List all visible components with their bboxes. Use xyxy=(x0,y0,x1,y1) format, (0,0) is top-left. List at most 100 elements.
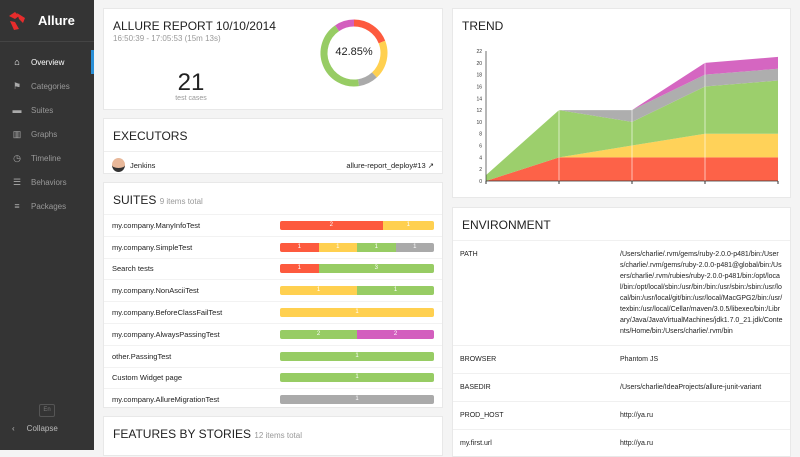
y-tick-label: 16 xyxy=(476,84,482,90)
suite-status-bar: 1 xyxy=(280,308,434,318)
flag-icon: ⚑ xyxy=(12,80,22,91)
environment-row: BASEDIR/Users/charlie/IdeaProjects/allur… xyxy=(453,373,790,401)
sidebar-item-label: Suites xyxy=(31,105,54,115)
sidebar-item-label: Graphs xyxy=(31,129,58,139)
suite-name: my.company.NonAsciiTest xyxy=(112,286,199,296)
environment-title: ENVIRONMENT xyxy=(462,218,551,232)
home-icon: ⌂ xyxy=(14,57,20,67)
status-segment-broken: 1 xyxy=(280,308,434,318)
suite-row[interactable]: my.company.AlwaysPassingTest 2 2 xyxy=(104,322,442,345)
env-value: /Users/charlie/IdeaProjects/allure-junit… xyxy=(620,384,762,391)
sidebar-item-graphs[interactable]: ▥ Graphs xyxy=(0,122,94,146)
donut-slice-passed[interactable] xyxy=(320,25,359,87)
sidebar-item-overview[interactable]: ⌂ Overview xyxy=(0,50,94,74)
donut-slice-failed[interactable] xyxy=(353,19,386,44)
env-key: PROD_HOST xyxy=(460,412,504,419)
y-tick-label: 6 xyxy=(479,144,482,150)
environment-row: PROD_HOST http://ya.ru xyxy=(453,401,790,429)
sidebar-item-behaviors[interactable]: ☰ Behaviors xyxy=(0,170,94,194)
suite-name: Custom Widget page xyxy=(112,373,183,383)
external-link-icon: ↗ xyxy=(427,160,434,170)
env-key: BASEDIR xyxy=(460,384,491,391)
brand[interactable]: Allure xyxy=(0,0,94,42)
suites-card: SUITES 9 items total my.company.ManyInfo… xyxy=(103,182,443,408)
suite-row[interactable]: Search tests 1 3 xyxy=(104,257,442,280)
status-segment-broken: 1 xyxy=(382,220,434,230)
collapse-button[interactable]: ‹ Collapse xyxy=(12,424,58,433)
sidebar-item-label: Overview xyxy=(31,57,65,67)
suite-row[interactable]: my.company.NonAsciiTest 1 1 xyxy=(104,279,442,301)
env-value: http://ya.ru xyxy=(620,440,654,447)
build-link[interactable]: allure-report_deploy#13 ↗ xyxy=(346,161,434,170)
test-case-count: 21 xyxy=(177,69,205,96)
status-donut xyxy=(320,19,388,87)
status-segment-skipped: 1 xyxy=(395,242,434,252)
sidebar-item-packages[interactable]: ≡ Packages xyxy=(0,194,94,218)
trend-card: TREND 0 2 4 6 8 10 12 14 16 18 20 22 xyxy=(452,8,791,198)
trend-area-unknown xyxy=(486,56,778,176)
sidebar-item-timeline[interactable]: ◷ Timeline xyxy=(0,146,94,170)
sidebar-item-suites[interactable]: ▬ Suites xyxy=(0,98,94,122)
y-tick-label: 12 xyxy=(476,108,482,114)
donut-slice-broken[interactable] xyxy=(371,40,388,78)
suites-list: my.company.ManyInfoTest 2 1 my.company.Simp… xyxy=(104,214,442,410)
suite-row[interactable]: my.company.ManyInfoTest 2 1 xyxy=(104,214,442,236)
y-tick-label: 18 xyxy=(476,73,482,79)
report-title: ALLURE REPORT 10/10/2014 xyxy=(113,19,276,33)
trend-chart: 0 2 4 6 8 10 12 14 16 18 20 22 xyxy=(476,49,779,185)
status-segment-passed: 2 xyxy=(280,329,357,339)
status-segment-failed: 2 xyxy=(280,220,383,230)
status-segment-broken: 1 xyxy=(280,286,357,296)
status-segment-passed: 3 xyxy=(318,264,434,274)
env-key: my.first.url xyxy=(460,440,492,447)
pass-percent: 42.85% xyxy=(335,46,373,58)
sidebar-item-label: Timeline xyxy=(31,153,61,163)
env-value: /Users/charlie/.rvm/gems/ruby-2.0.0-p481… xyxy=(620,251,783,335)
donut-slice-skipped[interactable] xyxy=(357,72,377,87)
y-tick-label: 20 xyxy=(476,61,482,67)
sidebar-item-label: Behaviors xyxy=(31,177,67,187)
environment-row: BROWSER Phantom JS xyxy=(453,345,790,373)
align-left-icon: ≡ xyxy=(14,201,20,211)
executors-card: EXECUTORS Jenkins allure-report_deploy#1… xyxy=(103,118,443,174)
suite-status-bar: 1 xyxy=(280,373,434,383)
suite-name: Search tests xyxy=(112,264,154,274)
trend-title: TREND xyxy=(462,19,504,33)
status-segment-unknown: 2 xyxy=(357,329,434,339)
suite-name: my.company.BeforeClassFailTest xyxy=(112,308,223,318)
y-tick-label: 8 xyxy=(479,132,482,138)
language-button[interactable]: En xyxy=(39,404,55,417)
summary-card: ALLURE REPORT 10/10/2014 16:50:39 - 17:0… xyxy=(103,8,443,110)
suite-row[interactable]: my.company.SimpleTest 1 1 1 1 xyxy=(104,235,442,258)
test-case-label: test cases xyxy=(175,95,207,102)
environment-table: PATH/Users/charlie/.rvm/gems/ruby-2.0.0-… xyxy=(453,240,790,457)
suite-row[interactable]: my.company.AllureMigrationTest 1 xyxy=(104,388,442,410)
suite-row[interactable]: Custom Widget page 1 xyxy=(104,366,442,389)
allure-logo-icon xyxy=(9,11,25,30)
suite-name: my.company.AlwaysPassingTest xyxy=(112,329,220,339)
y-tick-label: 14 xyxy=(476,96,482,102)
env-value: Phantom JS xyxy=(620,356,659,363)
suite-row[interactable]: other.PassingTest 1 xyxy=(104,344,442,367)
donut-slice-unknown[interactable] xyxy=(335,19,355,32)
suite-row[interactable]: my.company.BeforeClassFailTest 1 xyxy=(104,301,442,323)
suite-name: my.company.SimpleTest xyxy=(112,242,193,252)
briefcase-icon: ▬ xyxy=(12,105,22,115)
y-tick-label: 22 xyxy=(476,49,482,55)
suite-name: other.PassingTest xyxy=(112,351,172,361)
sidebar-nav: ⌂ Overview ⚑ Categories ▬ Suites ▥ Graphs ◷ Timel… xyxy=(0,50,94,218)
clock-icon: ◷ xyxy=(13,152,21,163)
status-segment-passed: 1 xyxy=(280,373,434,383)
executor-name: Jenkins xyxy=(130,160,156,170)
sidebar-item-categories[interactable]: ⚑ Categories xyxy=(0,74,94,98)
suite-status-bar: 1 xyxy=(280,395,434,405)
sidebar-item-label: Packages xyxy=(31,201,67,211)
jenkins-avatar-icon xyxy=(112,158,125,172)
env-key: BROWSER xyxy=(460,356,497,363)
environment-row: my.first.url http://ya.ru xyxy=(453,429,790,457)
status-segment-failed: 1 xyxy=(280,242,319,252)
status-segment-passed: 1 xyxy=(357,242,396,252)
